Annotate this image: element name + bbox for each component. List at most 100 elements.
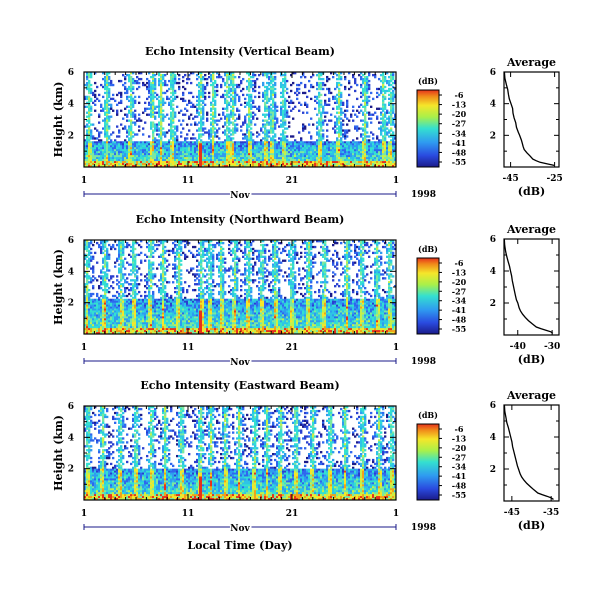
heatmap-cell (194, 121, 197, 124)
heatmap-cell (212, 153, 215, 156)
heatmap-cell (170, 153, 173, 156)
heatmap-cell (144, 161, 147, 164)
heatmap-cell (142, 133, 145, 136)
heatmap-cell (226, 77, 229, 81)
heatmap-cell (98, 163, 101, 166)
heatmap-cell (304, 103, 307, 106)
heatmap-cell (116, 125, 119, 128)
heatmap-cell (174, 137, 177, 140)
heatmap-cell (124, 127, 127, 130)
heatmap-cell (184, 151, 187, 154)
heatmap-cell (238, 143, 241, 146)
heatmap-cell (166, 153, 169, 156)
heatmap-cell (170, 95, 173, 99)
colorbar-tick-label: -41 (452, 138, 466, 148)
heatmap-cell (104, 119, 107, 122)
heatmap-cell (200, 111, 203, 114)
heatmap-cell (84, 95, 87, 99)
heatmap-cell (106, 85, 109, 89)
heatmap-cell (248, 109, 251, 112)
heatmap-cell (290, 135, 293, 138)
heatmap-cell (236, 109, 239, 112)
heatmap-cell (104, 155, 107, 158)
heatmap-cell (84, 163, 87, 166)
heatmap-cell (120, 155, 123, 158)
heatmap-cell (98, 145, 101, 148)
heatmap-cell (158, 127, 161, 130)
heatmap-cell (148, 83, 151, 87)
heatmap-cell (116, 103, 119, 106)
heatmap-cell (386, 133, 389, 136)
heatmap-cell (96, 143, 99, 146)
heatmap-cell (84, 139, 87, 142)
heatmap-cell (238, 83, 241, 87)
heatmap-cell (248, 153, 251, 156)
heatmap-cell (182, 97, 185, 101)
heatmap-cell (214, 107, 217, 110)
heatmap-cell (362, 119, 365, 122)
heatmap-cell (232, 95, 235, 99)
heatmap-cell (166, 83, 169, 87)
heatmap-cell (142, 159, 145, 162)
heatmap-cell (148, 107, 151, 110)
heatmap-cell (106, 153, 109, 156)
heatmap-cell (238, 115, 241, 118)
heatmap-cell (202, 93, 205, 97)
heatmap-cell (358, 105, 361, 108)
heatmap-cell (86, 85, 89, 89)
heatmap-cell (110, 143, 113, 146)
heatmap-cell (128, 127, 131, 130)
heatmap-cell (156, 149, 159, 152)
heatmap-cell (206, 161, 209, 164)
heatmap-cell (154, 147, 157, 150)
heatmap-cell (238, 95, 241, 99)
heatmap-cell (190, 137, 193, 140)
heatmap-cell (242, 157, 245, 160)
heatmap-cell (162, 131, 165, 134)
heatmap-cell (324, 111, 327, 114)
heatmap-cell (148, 147, 151, 150)
heatmap-cell (168, 161, 171, 164)
heatmap-cell (90, 161, 93, 164)
heatmap-cell (172, 107, 175, 110)
heatmap-spike (199, 143, 202, 167)
heatmap-cell (162, 99, 165, 103)
heatmap-cell (216, 145, 219, 148)
heatmap-cell (188, 115, 191, 118)
heatmap-cell (202, 95, 205, 99)
heatmap-cell (156, 141, 159, 144)
heatmap-cell (208, 155, 211, 158)
heatmap-cell (204, 95, 207, 99)
heatmap-cell (224, 81, 227, 85)
heatmap-cell (388, 93, 391, 97)
heatmap-cell (216, 143, 219, 146)
heatmap-cell (206, 153, 209, 156)
heatmap-cell (106, 81, 109, 85)
heatmap-cell (364, 109, 367, 112)
heatmap-cell (118, 294, 121, 298)
heatmap-cell (154, 123, 157, 126)
heatmap-cell (100, 294, 103, 298)
heatmap-cell (138, 153, 141, 156)
heatmap-cell (330, 91, 333, 95)
heatmap-cell (244, 163, 247, 166)
heatmap-cell (126, 155, 129, 158)
heatmap-cell (210, 155, 213, 158)
heatmap-cell (240, 159, 243, 162)
heatmap-cell (232, 155, 235, 158)
heatmap-cell (346, 123, 349, 126)
heatmap-cell (150, 157, 153, 160)
heatmap-cell (94, 147, 97, 150)
heatmap-cell (240, 79, 243, 83)
heatmap-cell (212, 159, 215, 162)
heatmap-cell (316, 127, 319, 130)
heatmap-cell (86, 163, 89, 166)
heatmap-cell (88, 137, 91, 140)
heatmap-cell (210, 79, 213, 83)
heatmap-cell (118, 149, 121, 152)
heatmap-cell (94, 72, 97, 75)
heatmap-cell (298, 91, 301, 95)
heatmap-cell (226, 149, 229, 152)
heatmap-cell (142, 143, 145, 146)
avg-y-tick-label: 2 (490, 131, 496, 141)
